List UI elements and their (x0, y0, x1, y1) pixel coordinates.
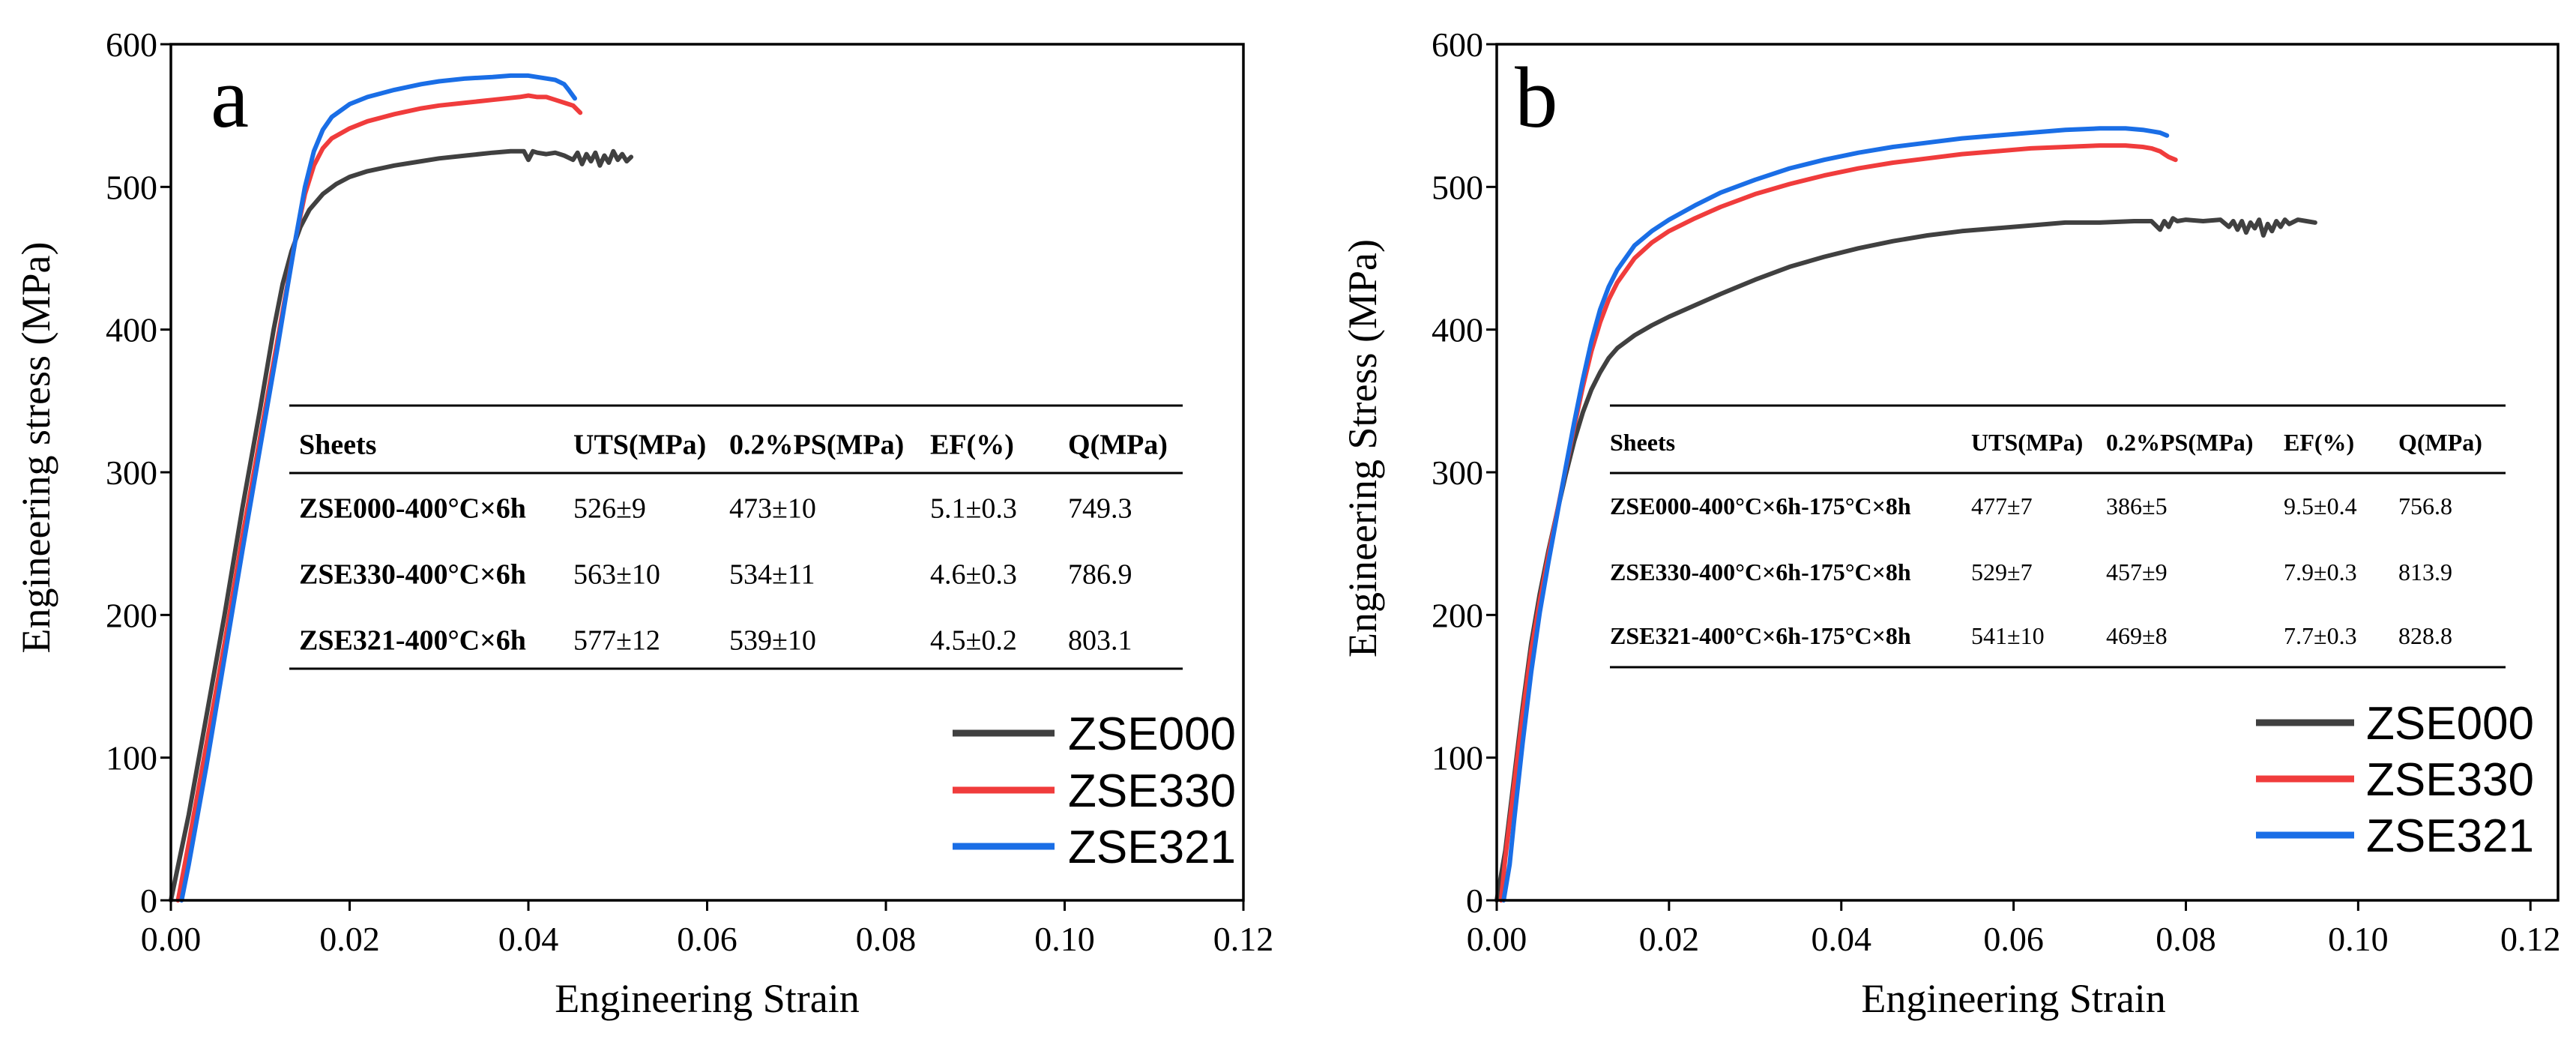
table-row-label: ZSE321-400°C×6h (299, 624, 526, 656)
legend-label-zse321: ZSE321 (2366, 810, 2534, 862)
x-tick-label: 0.08 (2156, 920, 2216, 958)
table-cell: 749.3 (1068, 493, 1132, 524)
x-tick-label: 0.00 (141, 920, 202, 958)
series-line-zse321 (1501, 126, 2170, 903)
y-tick-label: 300 (106, 454, 157, 492)
table-header-cell: Sheets (1610, 429, 1675, 456)
table-row-label: ZSE330-400°C×6h-175°C×8h (1610, 558, 1911, 585)
y-axis-title: Engineering Stress (MPa) (1340, 239, 1385, 657)
legend-label-zse330: ZSE330 (1068, 765, 1236, 817)
table-header-cell: EF(%) (930, 429, 1014, 460)
y-tick-label: 600 (1432, 25, 1483, 64)
y-tick-label: 0 (1466, 882, 1483, 920)
table-header-cell: 0.2%PS(MPa) (2106, 429, 2253, 456)
legend-label-zse000: ZSE000 (2366, 698, 2534, 750)
table-cell: 577±12 (573, 624, 660, 656)
series-line-zse000 (1494, 216, 2317, 903)
y-tick-label: 100 (1432, 739, 1483, 777)
table-header-cell: UTS(MPa) (573, 429, 706, 460)
table-cell: 828.8 (2398, 622, 2452, 649)
table-row-label: ZSE321-400°C×6h-175°C×8h (1610, 622, 1911, 649)
x-tick-label: 0.02 (1639, 920, 1700, 958)
panel-b: 0.00 0.02 0.04 0.06 0.08 0.10 0.12 0 100 200 300 40… (1340, 25, 2560, 1021)
y-tick-label: 500 (106, 168, 157, 206)
y-tick-label: 200 (1432, 596, 1483, 634)
table-cell: 386±5 (2106, 493, 2168, 520)
x-tick-label: 0.10 (2328, 920, 2389, 958)
x-tick-label: 0.12 (1213, 920, 1274, 958)
x-tick-label: 0.04 (498, 920, 559, 958)
series-line-zse330 (1498, 143, 2178, 903)
table-row-label: ZSE330-400°C×6h (299, 558, 526, 590)
x-tick-label: 0.06 (1983, 920, 2044, 958)
panel-a: 0.00 0.02 0.04 0.06 0.08 0.10 0.12 0 100 200 300 40… (13, 25, 1273, 1021)
x-tick-label: 0.08 (856, 920, 917, 958)
table-cell: 457±9 (2106, 558, 2168, 585)
table-cell: 813.9 (2398, 558, 2452, 585)
table-cell: 534±11 (729, 558, 815, 590)
table-cell: 5.1±0.3 (930, 493, 1017, 524)
table-cell: 803.1 (1068, 624, 1132, 656)
table-cell: 9.5±0.4 (2284, 493, 2357, 520)
table-header-cell: UTS(MPa) (1971, 429, 2083, 456)
series-line-zse321 (179, 73, 577, 903)
table-header-cell: 0.2%PS(MPa) (729, 429, 904, 460)
x-tick-label: 0.12 (2500, 920, 2561, 958)
table-row-label: ZSE000-400°C×6h-175°C×8h (1610, 493, 1911, 520)
table-cell: 7.7±0.3 (2284, 622, 2357, 649)
table-cell: 539±10 (729, 624, 816, 656)
table-header-cell: Q(MPa) (1068, 429, 1168, 460)
y-tick-label: 600 (106, 25, 157, 64)
series-line-zse000 (169, 148, 634, 903)
table-cell: 4.5±0.2 (930, 624, 1017, 656)
panel-label: a (211, 50, 249, 145)
y-tick-label: 400 (106, 311, 157, 349)
x-tick-label: 0.04 (1811, 920, 1871, 958)
y-tick-label: 300 (1432, 454, 1483, 492)
y-axis-title: Engineering stress (MPa) (13, 242, 58, 654)
panel-label: b (1515, 50, 1558, 145)
table-cell: 526±9 (573, 493, 646, 524)
table-row-label: ZSE000-400°C×6h (299, 493, 526, 524)
table-header-cell: Q(MPa) (2398, 429, 2482, 456)
y-tick-label: 500 (1432, 168, 1483, 206)
x-tick-label: 0.10 (1034, 920, 1095, 958)
table-cell: 4.6±0.3 (930, 558, 1017, 590)
table-cell: 7.9±0.3 (2284, 558, 2357, 585)
x-tick-label: 0.02 (319, 920, 380, 958)
table-header-cell: EF(%) (2284, 429, 2354, 456)
table-cell: 786.9 (1068, 558, 1132, 590)
y-tick-label: 400 (1432, 311, 1483, 349)
x-tick-label: 0.06 (677, 920, 737, 958)
table-cell: 529±7 (1971, 558, 2033, 585)
table-cell: 541±10 (1971, 622, 2045, 649)
legend-label-zse000: ZSE000 (1068, 708, 1236, 760)
table-cell: 473±10 (729, 493, 816, 524)
table-cell: 469±8 (2106, 622, 2168, 649)
legend-label-zse321: ZSE321 (1068, 822, 1236, 873)
y-tick-label: 0 (140, 882, 157, 920)
table-cell: 477±7 (1971, 493, 2033, 520)
table-cell: 563±10 (573, 558, 660, 590)
x-axis-title: Engineering Strain (555, 976, 859, 1021)
x-tick-label: 0.00 (1467, 920, 1527, 958)
table-header-cell: Sheets (299, 429, 376, 460)
x-axis-title: Engineering Strain (1861, 976, 2165, 1021)
legend-label-zse330: ZSE330 (2366, 754, 2534, 806)
y-tick-label: 100 (106, 739, 157, 777)
table-cell: 756.8 (2398, 493, 2452, 520)
y-tick-label: 200 (106, 596, 157, 634)
